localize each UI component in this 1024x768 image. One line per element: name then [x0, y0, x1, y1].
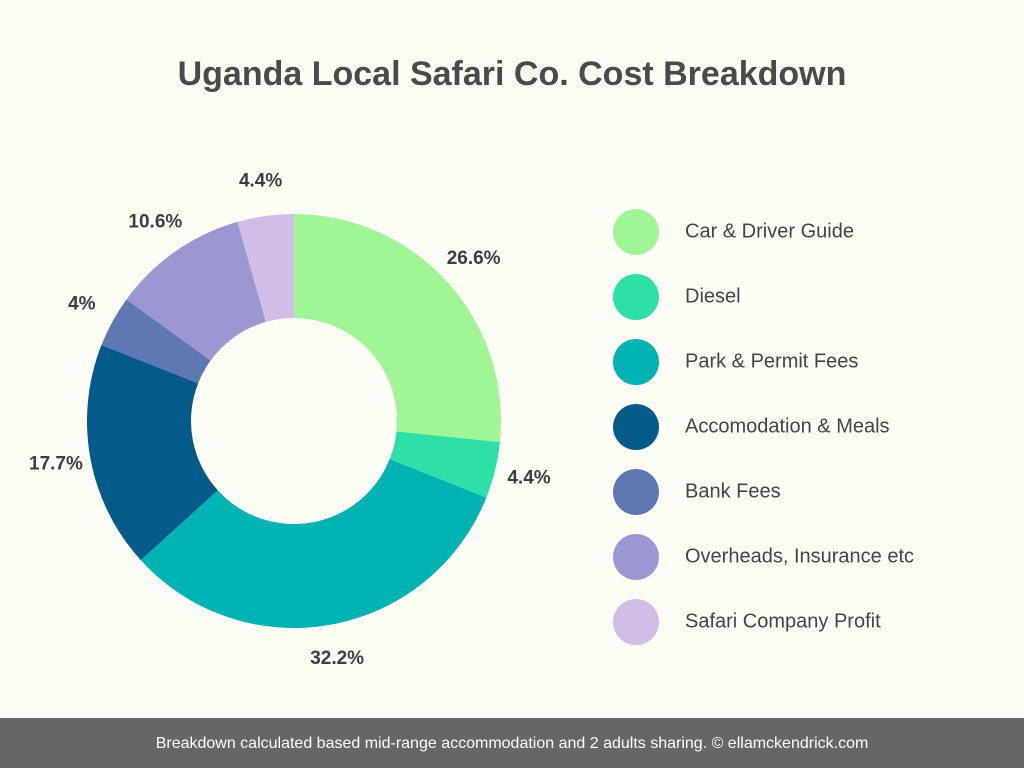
legend-swatch [613, 599, 659, 645]
value-label: 4% [68, 294, 96, 315]
legend-label: Overheads, Insurance etc [685, 545, 914, 567]
legend-swatch [613, 209, 659, 255]
legend-swatch [613, 534, 659, 580]
donut-slice [140, 459, 487, 628]
donut-slice [237, 214, 294, 322]
legend-swatch [613, 404, 659, 450]
donut-slice [294, 214, 502, 443]
donut-slice [126, 221, 266, 361]
donut-slice [101, 299, 211, 384]
donut-slice [87, 345, 218, 561]
legend-label: Park & Permit Fees [685, 350, 858, 372]
footnote: Breakdown calculated based mid-range acc… [156, 735, 869, 752]
legend-label: Car & Driver Guide [685, 220, 854, 242]
footer-bar [0, 718, 1024, 768]
legend-label: Bank Fees [685, 480, 781, 502]
donut-slice [389, 431, 500, 498]
value-label: 26.6% [447, 248, 501, 269]
legend-label: Accomodation & Meals [685, 415, 890, 437]
legend-label: Diesel [685, 285, 741, 307]
value-label: 4.4% [239, 170, 282, 191]
legend-swatch [613, 339, 659, 385]
legend-swatch [613, 469, 659, 515]
value-label: 4.4% [507, 468, 550, 489]
legend-swatch [613, 274, 659, 320]
value-label: 10.6% [128, 212, 182, 233]
legend-label: Safari Company Profit [685, 610, 881, 632]
value-label: 32.2% [310, 648, 364, 669]
value-label: 17.7% [29, 454, 83, 475]
chart-title: Uganda Local Safari Co. Cost Breakdown [178, 55, 847, 93]
